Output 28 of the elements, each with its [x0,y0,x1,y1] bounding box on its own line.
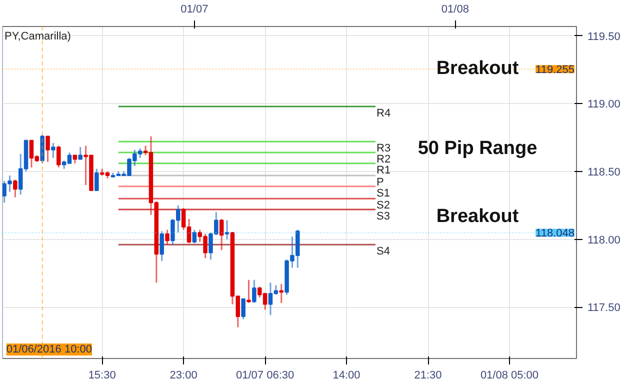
series-label: R1 [376,164,391,176]
annotation: Breakout [436,58,520,79]
y-tick-label: 118.00 [588,234,620,246]
y-tick-label: 119.50 [588,30,620,43]
x-tick-label: 01/08 05:00 [480,370,539,382]
ref-line-label: 01/06/2016 10:00 [6,344,92,356]
annotation: 50 Pip Range [418,138,538,159]
x-tick-label: 14:00 [332,370,360,382]
series-label: P [376,176,384,189]
x-tick-label: 01/07 06:30 [236,370,294,382]
series-label: R2 [376,154,391,166]
series-label: S3 [376,210,390,222]
series-label: R3 [376,142,391,155]
x-tick-label: 23:00 [170,370,198,382]
x-tick-label: 15:30 [88,370,116,382]
y-tick-label: 119.00 [588,98,620,111]
y-tick-label: 118.50 [588,166,620,178]
series-label: S1 [376,187,390,200]
series-label: R4 [376,107,391,120]
chart-title: PY,Camarilla) [4,30,71,42]
series-label: S4 [376,246,390,258]
x2-tick-label: 01/08 [441,4,469,16]
y-tick-label: 117.50 [588,302,620,314]
ref-line-label: 118.048 [536,228,575,240]
x-tick-label: 21:30 [414,370,442,382]
x2-tick-label: 01/07 [180,4,208,16]
series-label: S2 [376,200,390,212]
annotation: Breakout [436,206,520,227]
